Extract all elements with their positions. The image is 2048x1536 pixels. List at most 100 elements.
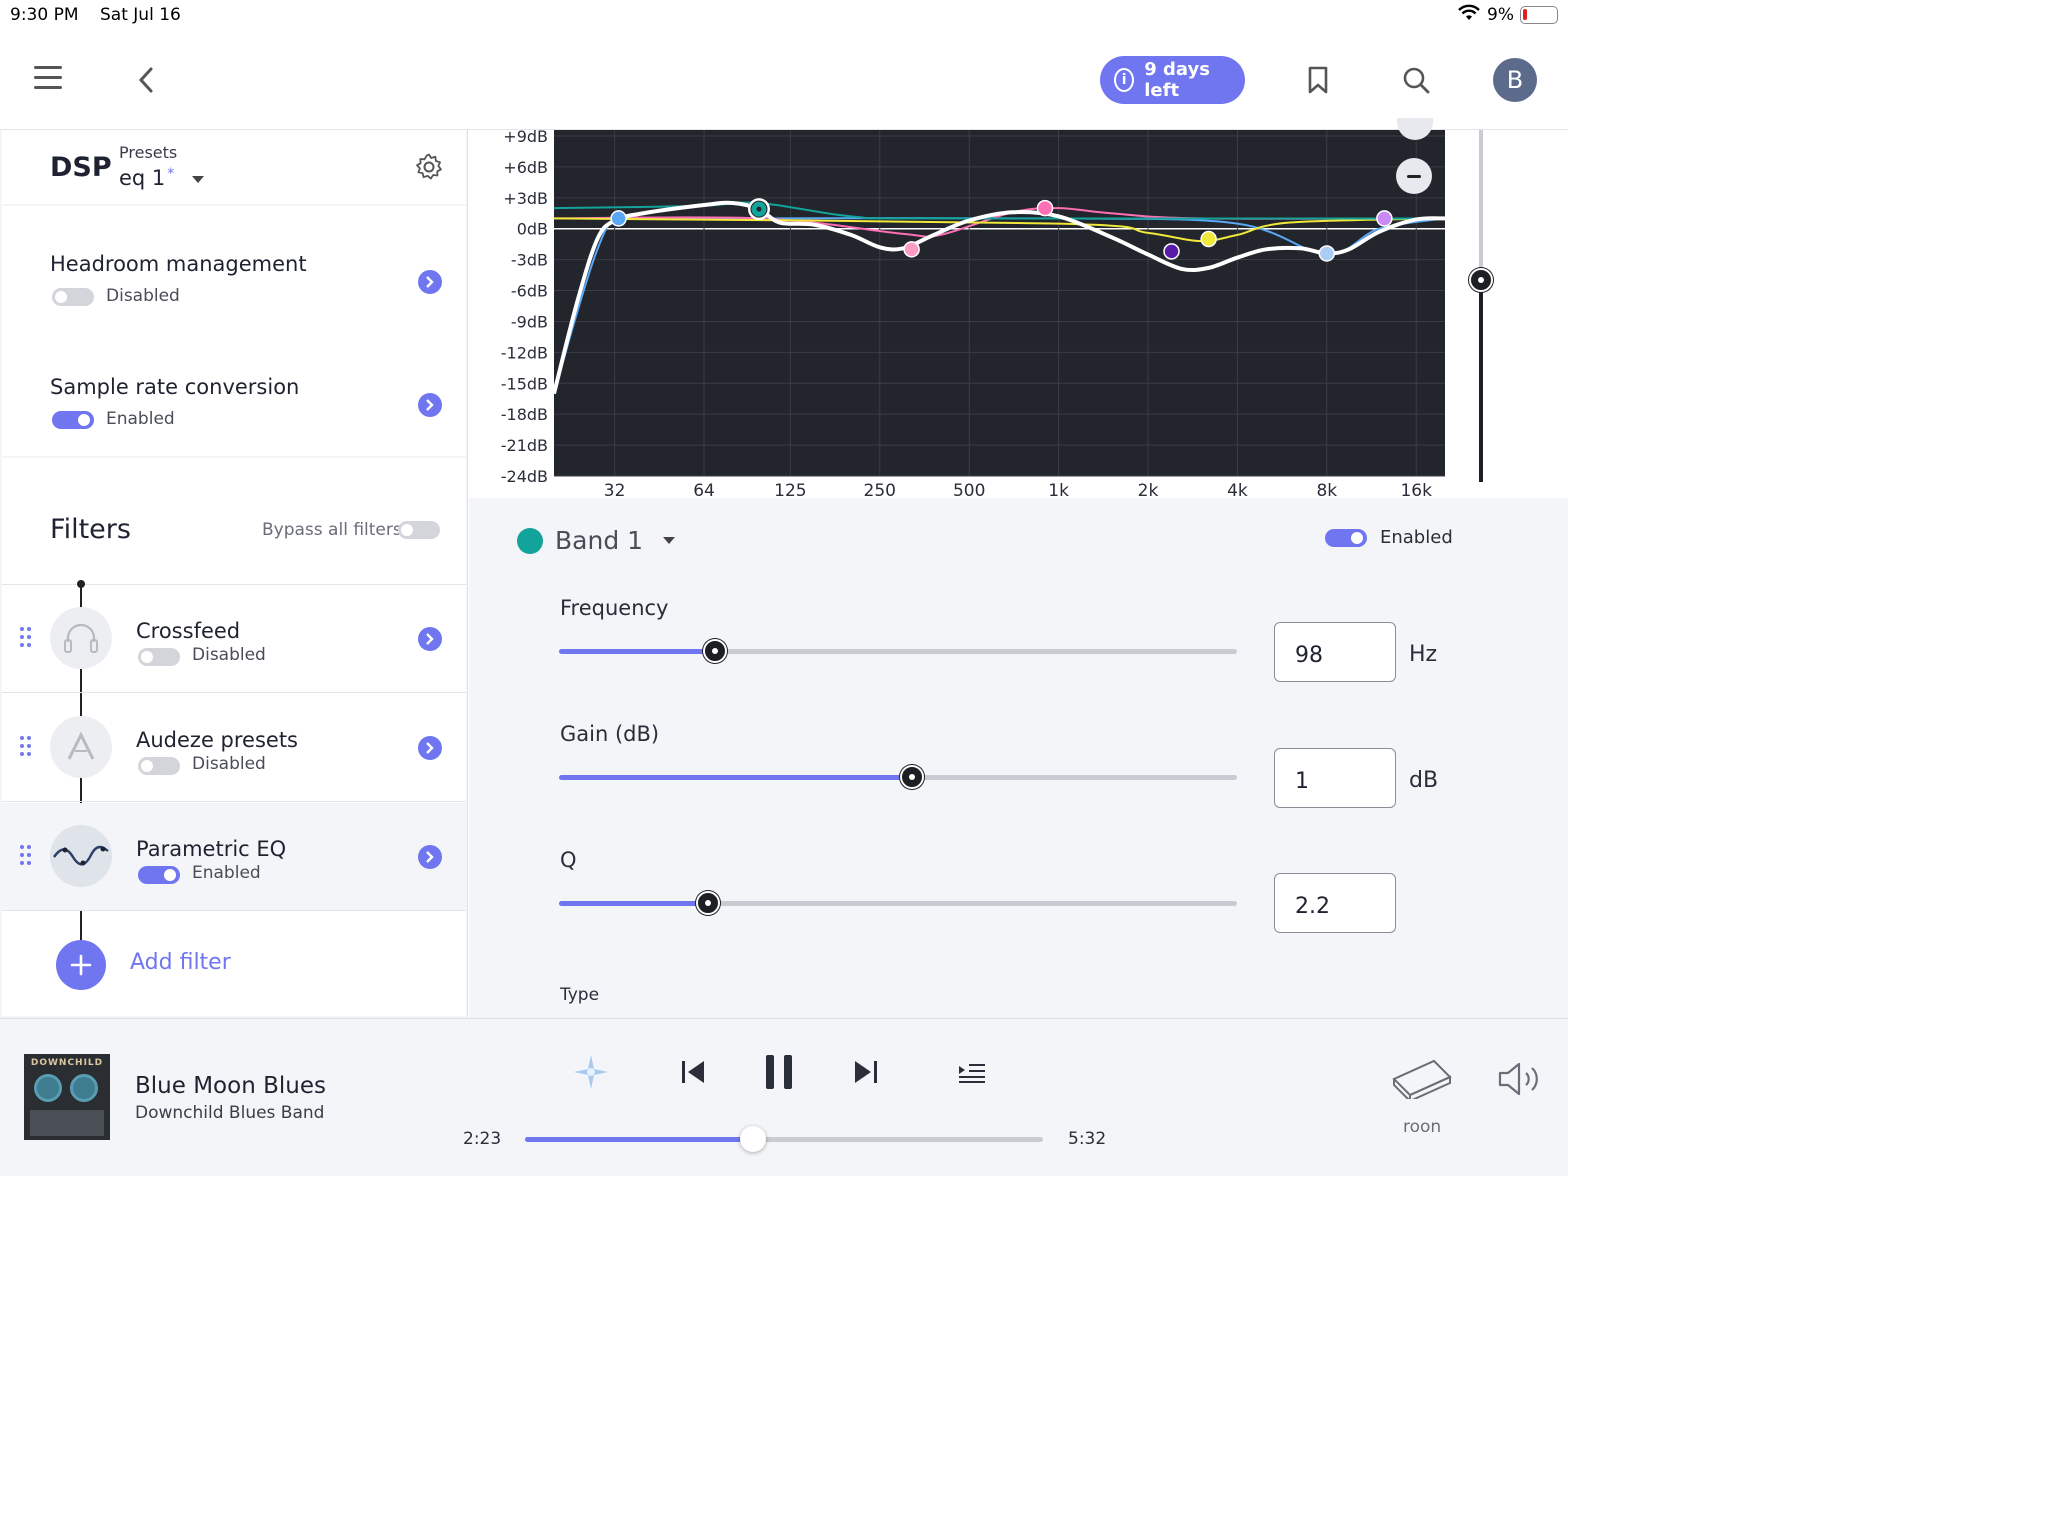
- zone-label[interactable]: roon: [1403, 1117, 1442, 1137]
- next-track-icon[interactable]: [853, 1059, 879, 1089]
- elapsed-time: 2:23: [463, 1129, 502, 1149]
- y-tick-label: -3dB: [511, 251, 548, 270]
- band-point: [1036, 199, 1054, 217]
- y-tick-label: +3dB: [503, 189, 548, 208]
- avatar[interactable]: B: [1493, 58, 1537, 102]
- chevron-right-icon[interactable]: [418, 627, 442, 651]
- add-filter-button[interactable]: [56, 940, 106, 990]
- radio-sparkle-icon[interactable]: [572, 1053, 610, 1095]
- y-tick-label: 0dB: [517, 220, 548, 239]
- eq-editor: +9dB +6dB +3dB 0dB -3dB -6dB -9dB -12dB -15dB -18…: [469, 118, 1568, 1018]
- preamp-slider-track[interactable]: [1469, 130, 1493, 482]
- gear-icon[interactable]: [414, 152, 444, 186]
- presets-label: Presets: [119, 143, 178, 162]
- q-slider[interactable]: [559, 891, 1237, 915]
- combined-eq-curve: [554, 200, 1445, 395]
- band-point: [1200, 230, 1217, 248]
- gain-slider[interactable]: [559, 765, 1237, 789]
- chevron-right-icon[interactable]: [418, 845, 442, 869]
- menu-icon[interactable]: [34, 64, 64, 90]
- bypass-all-toggle[interactable]: [398, 521, 440, 539]
- zoom-out-button[interactable]: [1396, 158, 1432, 194]
- y-tick-label: +6dB: [503, 158, 548, 177]
- filter-row-crossfeed[interactable]: Crossfeed Disabled: [2, 585, 466, 693]
- y-tick-label: -12dB: [501, 343, 548, 362]
- filter-toggle[interactable]: [138, 866, 180, 884]
- filters-title: Filters: [50, 514, 131, 545]
- eq-curve-icon: [50, 825, 112, 887]
- x-tick-label: 64: [693, 481, 715, 498]
- src-toggle[interactable]: [52, 411, 94, 429]
- headroom-toggle[interactable]: [52, 288, 94, 306]
- caret-down-icon: [192, 176, 205, 183]
- y-tick-label: -6dB: [511, 282, 548, 301]
- x-tick-label: 4k: [1227, 481, 1248, 498]
- headroom-status: Disabled: [106, 286, 180, 306]
- pause-icon[interactable]: [764, 1053, 794, 1095]
- headroom-management-row[interactable]: Headroom management Disabled: [2, 226, 466, 326]
- sample-rate-conversion-row[interactable]: Sample rate conversion Enabled: [2, 351, 466, 451]
- x-tick-label: 250: [864, 481, 896, 498]
- gain-label: Gain (dB): [560, 722, 660, 746]
- chevron-right-icon[interactable]: [418, 736, 442, 760]
- add-filter-link[interactable]: Add filter: [130, 950, 231, 975]
- trial-days-label: 9 days left: [1144, 59, 1210, 101]
- track-title[interactable]: Blue Moon Blues: [135, 1073, 326, 1099]
- dsp-settings-card: Headroom management Disabled Sample rate…: [2, 206, 466, 456]
- album-art-text: DOWNCHILD: [30, 1058, 104, 1068]
- duration-time: 5:32: [1068, 1129, 1107, 1149]
- type-label: Type: [560, 985, 600, 1005]
- dsp-panel: DSP Presets eq 1 * Headroom management D…: [0, 130, 468, 1018]
- drag-handle-icon[interactable]: [20, 736, 34, 758]
- back-icon[interactable]: [136, 66, 156, 98]
- eq-plot-background: [554, 130, 1445, 476]
- track-artist[interactable]: Downchild Blues Band: [135, 1103, 325, 1123]
- headroom-label: Headroom management: [50, 252, 307, 276]
- volume-icon[interactable]: [1497, 1061, 1545, 1101]
- band-enabled-toggle[interactable]: [1325, 529, 1367, 547]
- band-selector[interactable]: Band 1: [555, 526, 676, 555]
- headphones-icon: [50, 607, 112, 669]
- chevron-right-icon[interactable]: [418, 393, 442, 417]
- eq-graph-area: +9dB +6dB +3dB 0dB -3dB -6dB -9dB -12dB -15dB -18…: [469, 118, 1568, 498]
- x-tick-label: 16k: [1400, 481, 1432, 498]
- zone-device-icon[interactable]: [1390, 1057, 1454, 1104]
- filter-row-parametric-eq[interactable]: Parametric EQ Enabled: [2, 803, 466, 911]
- q-input[interactable]: 2.2: [1274, 873, 1396, 933]
- status-date: Sat Jul 16: [100, 5, 181, 25]
- frequency-slider-thumb[interactable]: [702, 639, 727, 663]
- frequency-input[interactable]: 98: [1274, 622, 1396, 682]
- gain-slider-thumb[interactable]: [899, 765, 924, 789]
- filters-card: Filters Bypass all filters Crossfeed Dis…: [2, 458, 466, 1016]
- battery-icon: [1520, 6, 1558, 24]
- filter-toggle[interactable]: [138, 648, 180, 666]
- queue-icon[interactable]: [958, 1063, 986, 1087]
- search-icon[interactable]: [1402, 66, 1430, 98]
- filter-row-audeze[interactable]: Audeze presets Disabled: [2, 694, 466, 802]
- y-tick-label: +9dB: [503, 130, 548, 146]
- playback-progress-thumb[interactable]: [739, 1126, 766, 1152]
- drag-handle-icon[interactable]: [20, 627, 34, 649]
- chevron-right-icon[interactable]: [418, 270, 442, 294]
- frequency-slider[interactable]: [559, 639, 1237, 663]
- band-point: [610, 210, 627, 227]
- filter-status: Disabled: [192, 645, 266, 665]
- gain-input[interactable]: 1: [1274, 748, 1396, 808]
- q-slider-thumb[interactable]: [696, 891, 721, 915]
- drag-handle-icon[interactable]: [20, 845, 34, 867]
- album-art[interactable]: DOWNCHILD: [24, 1054, 110, 1140]
- band-point: [903, 241, 920, 258]
- band-enabled-label: Enabled: [1380, 527, 1453, 548]
- previous-track-icon[interactable]: [680, 1059, 706, 1089]
- x-tick-label: 32: [604, 481, 626, 498]
- playback-progress-slider[interactable]: [525, 1126, 1043, 1152]
- eq-chart[interactable]: +9dB +6dB +3dB 0dB -3dB -6dB -9dB -12dB -15dB -18…: [469, 130, 1568, 498]
- preamp-slider-thumb[interactable]: [1469, 268, 1493, 292]
- preset-selector[interactable]: eq 1 *: [119, 166, 205, 190]
- trial-days-button[interactable]: i 9 days left: [1100, 56, 1245, 104]
- filter-toggle[interactable]: [138, 757, 180, 775]
- zoom-in-button[interactable]: [1397, 118, 1433, 140]
- now-playing-bar: DOWNCHILD Blue Moon Blues Downchild Blue…: [0, 1018, 1568, 1176]
- band-point: [1163, 243, 1180, 260]
- bookmark-icon[interactable]: [1306, 66, 1330, 98]
